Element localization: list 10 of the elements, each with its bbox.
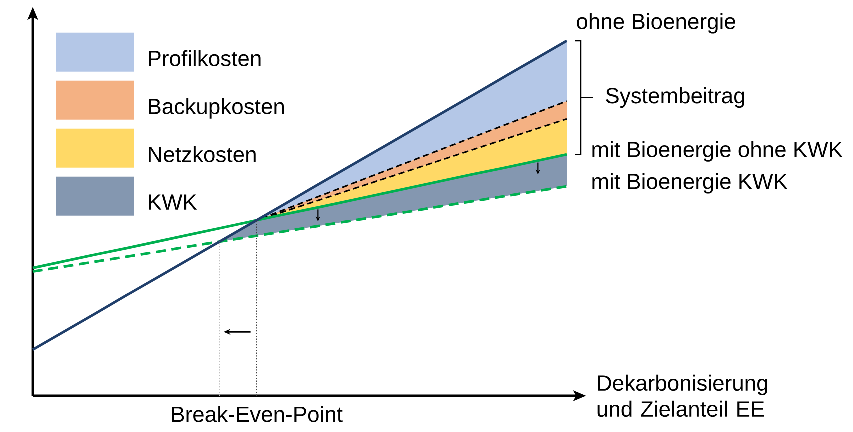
legend-label: KWK	[149, 194, 198, 210]
x-axis-title: Dekarbonisierung und Zielanteil EE	[598, 374, 768, 418]
series-label: ohne Bioenergie	[577, 13, 736, 34]
legend-label: Profilkosten	[149, 50, 261, 66]
text: Break-Even-Point	[172, 406, 343, 422]
series-label: mit Bioenergie KWK	[592, 173, 788, 194]
legend-label: Netzkosten	[149, 146, 256, 162]
text: Systembeitrag	[606, 88, 744, 108]
legend-label: Backupkosten	[149, 98, 284, 119]
series-label: mit Bioenergie ohne KWK	[592, 141, 843, 162]
